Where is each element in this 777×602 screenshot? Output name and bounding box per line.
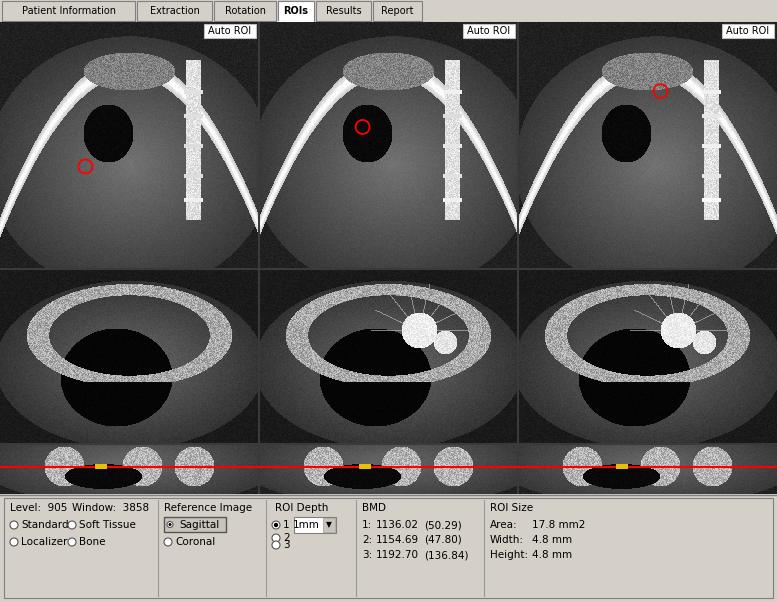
- Text: Auto ROI: Auto ROI: [726, 26, 769, 36]
- FancyBboxPatch shape: [294, 517, 336, 533]
- Text: 2: 2: [283, 533, 290, 543]
- FancyBboxPatch shape: [359, 464, 371, 469]
- Circle shape: [10, 538, 18, 546]
- Text: Width:: Width:: [490, 535, 524, 545]
- FancyBboxPatch shape: [204, 24, 256, 38]
- Circle shape: [169, 523, 172, 526]
- Text: Auto ROI: Auto ROI: [208, 26, 252, 36]
- Text: Window:  3858: Window: 3858: [72, 503, 149, 513]
- Text: ROI Depth: ROI Depth: [275, 503, 329, 513]
- Text: Report: Report: [382, 6, 413, 16]
- Text: 2:: 2:: [362, 535, 372, 545]
- Text: Auto ROI: Auto ROI: [468, 26, 510, 36]
- Text: Standard: Standard: [21, 520, 68, 530]
- Text: Coronal: Coronal: [175, 537, 215, 547]
- Text: ▼: ▼: [326, 521, 332, 530]
- Text: (136.84): (136.84): [424, 550, 469, 560]
- FancyBboxPatch shape: [323, 518, 335, 532]
- Circle shape: [274, 523, 278, 527]
- Text: Height:: Height:: [490, 550, 528, 560]
- Text: Soft Tissue: Soft Tissue: [79, 520, 136, 530]
- FancyBboxPatch shape: [463, 24, 515, 38]
- FancyBboxPatch shape: [95, 464, 107, 469]
- FancyBboxPatch shape: [722, 24, 774, 38]
- Text: 1: 1: [283, 520, 290, 530]
- FancyBboxPatch shape: [4, 498, 773, 598]
- Text: 1154.69: 1154.69: [376, 535, 419, 545]
- Circle shape: [272, 534, 280, 542]
- Circle shape: [272, 521, 280, 529]
- FancyBboxPatch shape: [2, 1, 135, 21]
- Circle shape: [167, 521, 173, 527]
- Text: Bone: Bone: [79, 537, 106, 547]
- FancyBboxPatch shape: [137, 1, 212, 21]
- Text: 1192.70: 1192.70: [376, 550, 419, 560]
- Text: Level:  905: Level: 905: [10, 503, 68, 513]
- Text: ROIs: ROIs: [284, 6, 308, 16]
- Text: (50.29): (50.29): [424, 520, 462, 530]
- FancyBboxPatch shape: [278, 1, 314, 21]
- Text: Patient Information: Patient Information: [22, 6, 116, 16]
- FancyBboxPatch shape: [316, 1, 371, 21]
- Text: 1mm: 1mm: [293, 520, 319, 530]
- Text: 4.8 mm: 4.8 mm: [532, 535, 572, 545]
- FancyBboxPatch shape: [373, 1, 422, 21]
- FancyBboxPatch shape: [615, 464, 628, 469]
- Circle shape: [68, 538, 76, 546]
- Circle shape: [10, 521, 18, 529]
- Text: Area:: Area:: [490, 520, 517, 530]
- Text: Sagittal: Sagittal: [179, 520, 219, 530]
- Text: Reference Image: Reference Image: [164, 503, 252, 513]
- Circle shape: [164, 538, 172, 546]
- Text: Extraction: Extraction: [149, 6, 200, 16]
- FancyBboxPatch shape: [214, 1, 276, 21]
- Text: 17.8 mm2: 17.8 mm2: [532, 520, 585, 530]
- Text: 3:: 3:: [362, 550, 372, 560]
- Text: 4.8 mm: 4.8 mm: [532, 550, 572, 560]
- Text: Rotation: Rotation: [225, 6, 266, 16]
- Circle shape: [272, 541, 280, 549]
- Text: 1136.02: 1136.02: [376, 520, 419, 530]
- Text: BMD: BMD: [362, 503, 386, 513]
- FancyBboxPatch shape: [164, 517, 226, 532]
- Text: Localizer: Localizer: [21, 537, 68, 547]
- Text: 1:: 1:: [362, 520, 372, 530]
- Text: ROI Size: ROI Size: [490, 503, 533, 513]
- Text: (47.80): (47.80): [424, 535, 462, 545]
- Text: Results: Results: [326, 6, 361, 16]
- Circle shape: [68, 521, 76, 529]
- Text: 3: 3: [283, 540, 290, 550]
